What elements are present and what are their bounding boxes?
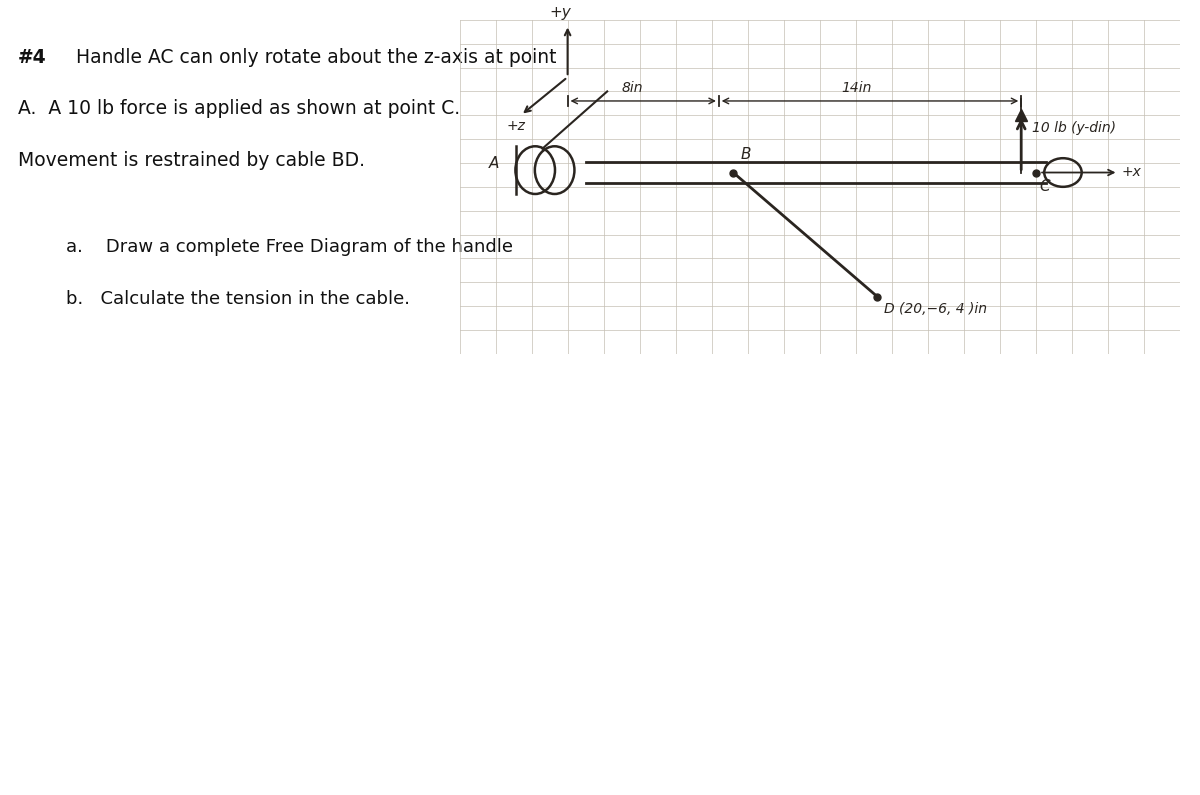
Text: 14in: 14in <box>841 81 871 95</box>
Text: #4: #4 <box>18 48 47 67</box>
Text: b.   Calculate the tension in the cable.: b. Calculate the tension in the cable. <box>66 290 410 308</box>
Text: B: B <box>740 147 751 162</box>
Text: 10 lb (y-din): 10 lb (y-din) <box>1032 121 1116 135</box>
Text: A.  A 10 lb force is applied as shown at point C.: A. A 10 lb force is applied as shown at … <box>18 99 460 118</box>
Text: +z: +z <box>506 118 526 133</box>
Text: D (20,−6, 4 )in: D (20,−6, 4 )in <box>884 302 988 316</box>
Text: Handle AC can only rotate about the z-axis at point: Handle AC can only rotate about the z-ax… <box>70 48 556 67</box>
Text: +y: +y <box>550 6 571 21</box>
Text: +x: +x <box>1122 165 1142 180</box>
Text: C: C <box>1039 179 1050 194</box>
Text: a.    Draw a complete Free Diagram of the handle: a. Draw a complete Free Diagram of the h… <box>66 238 514 257</box>
Text: Movement is restrained by cable BD.: Movement is restrained by cable BD. <box>18 151 365 170</box>
Text: A: A <box>488 156 499 171</box>
Text: 8in: 8in <box>622 81 643 95</box>
